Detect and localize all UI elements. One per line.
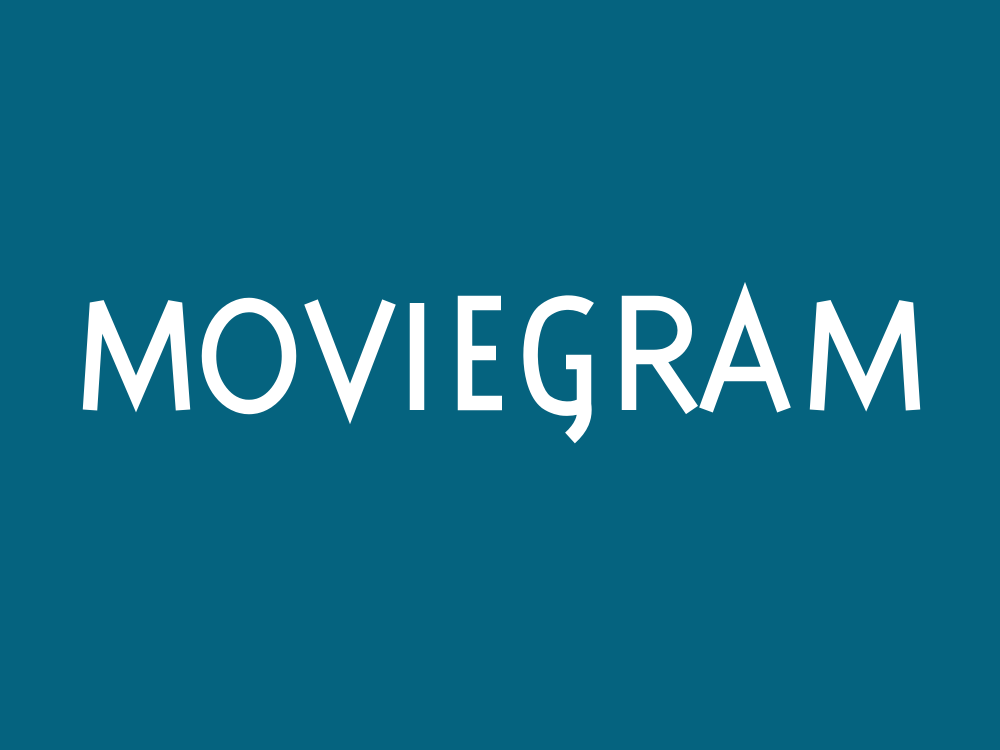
logo-letter-o	[201, 297, 297, 415]
logo-letter-a	[699, 281, 791, 413]
logo-letter-g	[523, 295, 594, 444]
logo-letter-r	[621, 295, 698, 415]
logo-letter-m-2	[809, 299, 921, 412]
logo-letter-e	[457, 295, 502, 411]
logo-letter-m	[82, 300, 191, 413]
logo-letter-v	[304, 299, 396, 425]
